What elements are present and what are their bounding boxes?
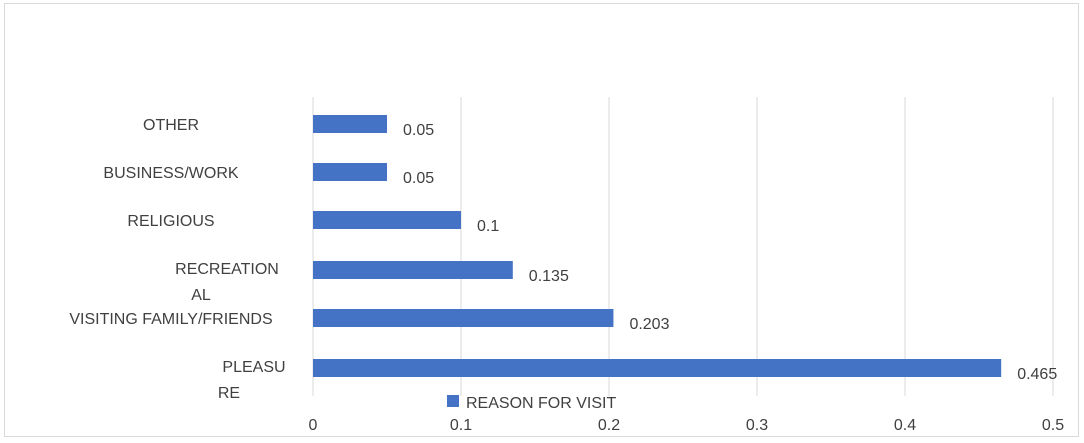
category-label: VISITING FAMILY/FRIENDS	[69, 311, 272, 328]
legend-label: REASON FOR VISIT	[466, 395, 616, 412]
data-label: 0.135	[529, 268, 569, 285]
x-tick-label: 0	[309, 417, 318, 434]
data-label: 0.1	[477, 218, 499, 235]
bar	[313, 115, 387, 133]
bar	[313, 211, 461, 229]
category-label-line: RE	[218, 385, 240, 402]
bar	[313, 359, 1002, 377]
gridlines	[312, 97, 1054, 396]
legend: REASON FOR VISIT	[447, 395, 616, 412]
x-tick-label: 0.4	[894, 417, 916, 434]
x-tick-label: 0.3	[746, 417, 768, 434]
category-label: RELIGIOUS	[127, 213, 214, 230]
bars	[313, 115, 1002, 377]
legend-swatch	[447, 395, 459, 407]
data-label: 0.05	[403, 122, 434, 139]
x-tick-label: 0.2	[598, 417, 620, 434]
x-tick-label: 0.1	[450, 417, 472, 434]
bar	[313, 163, 387, 181]
category-label: PLEASU RE	[218, 359, 286, 402]
data-label: 0.203	[629, 316, 669, 333]
category-label-line: AL	[191, 287, 211, 304]
x-tick-label: 0.5	[1042, 417, 1064, 434]
category-label-line: RECREATION	[175, 261, 279, 278]
bar	[313, 309, 614, 327]
category-label: OTHER	[143, 117, 199, 134]
bar	[313, 261, 513, 279]
data-labels: 0.465 0.203 0.135 0.1 0.05 0.05	[403, 122, 1057, 383]
category-label: RECREATION AL	[175, 261, 279, 304]
category-label-line: PLEASU	[222, 359, 285, 376]
data-label: 0.465	[1017, 366, 1057, 383]
x-axis-tick-labels: 0 0.1 0.2 0.3 0.4 0.5	[309, 417, 1065, 434]
category-labels: PLEASU RE VISITING FAMILY/FRIENDS RECREATIO…	[69, 117, 285, 402]
category-label: BUSINESS/WORK	[103, 165, 238, 182]
data-label: 0.05	[403, 170, 434, 187]
